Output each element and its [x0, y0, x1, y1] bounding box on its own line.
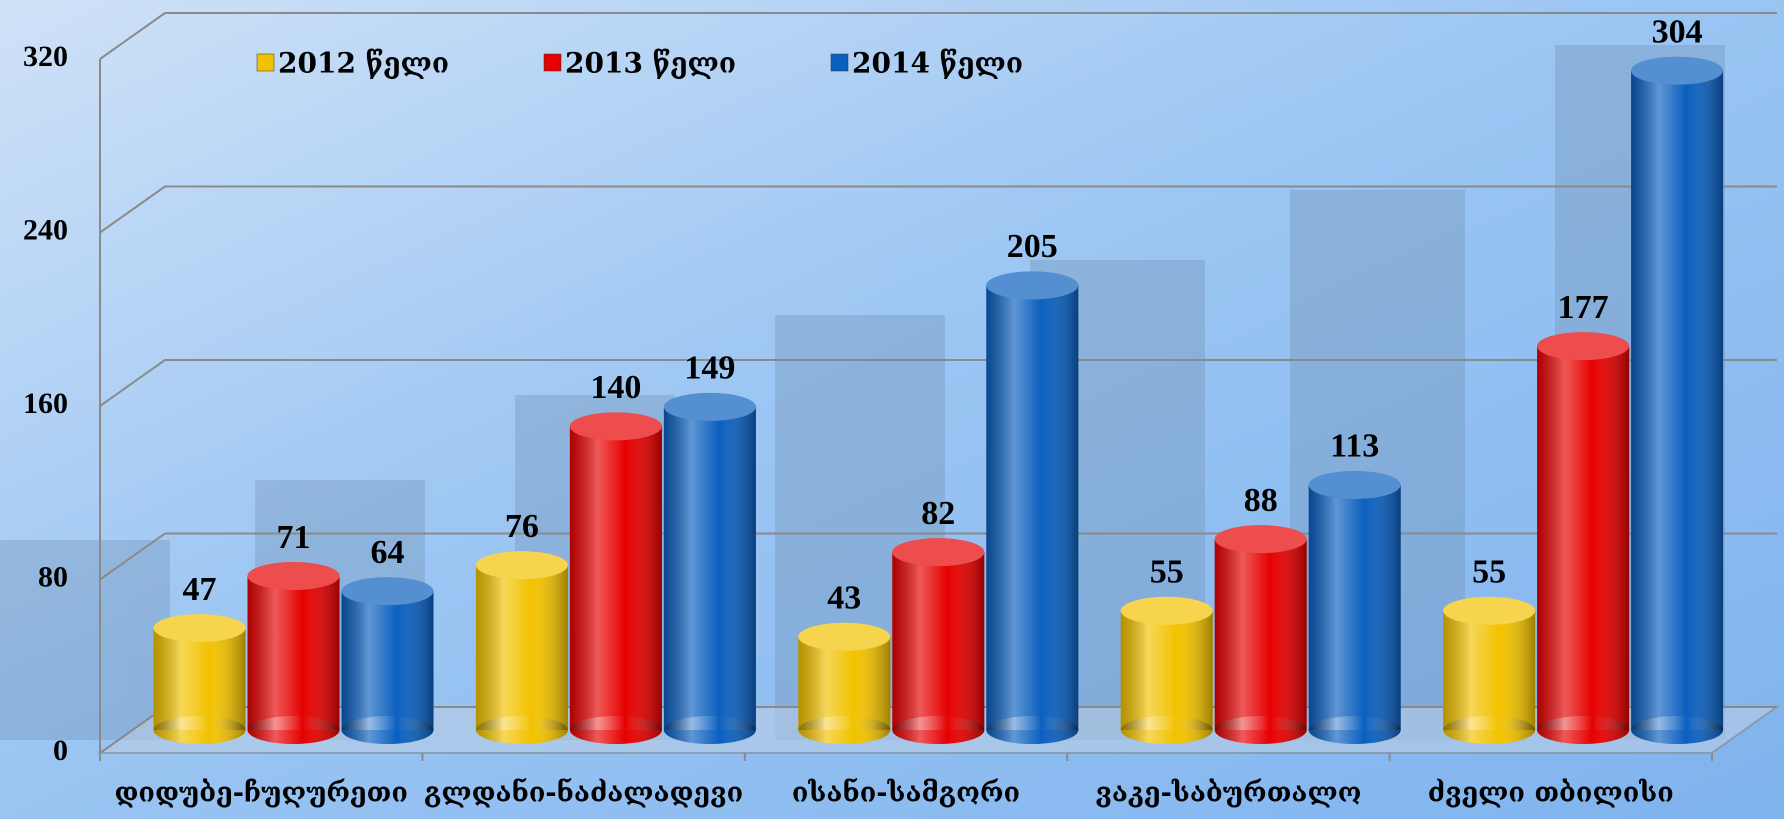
- bar-bottom-shade: [798, 716, 890, 744]
- bar-top-shine: [570, 412, 662, 440]
- bar: [1537, 332, 1629, 744]
- bar-bottom-shade: [476, 716, 568, 744]
- bar-top-shine: [342, 577, 434, 605]
- bar-bottom-shade: [1121, 716, 1213, 744]
- bar-bottom-shade: [1631, 716, 1723, 744]
- bar-shade: [1443, 611, 1535, 730]
- bar-bottom-shade: [1443, 716, 1535, 744]
- value-label: 43: [827, 580, 861, 617]
- bar-shade: [1631, 71, 1723, 730]
- bar-top-shine: [798, 623, 890, 651]
- bar: [1309, 471, 1401, 744]
- value-label: 88: [1244, 482, 1278, 519]
- bar: [986, 271, 1078, 744]
- bar: [476, 551, 568, 744]
- legend-label: 2013 წელი: [565, 47, 736, 80]
- x-tick-label: გლდანი-ნაძალადევი: [424, 778, 743, 809]
- bar-top-shine: [1443, 597, 1535, 625]
- bar-bottom-shade: [892, 716, 984, 744]
- bar-top-shine: [1215, 525, 1307, 553]
- bar-shade: [154, 628, 246, 730]
- bar: [1121, 597, 1213, 744]
- bar-top-shine: [1631, 57, 1723, 85]
- bar: [248, 562, 340, 744]
- bar-shade: [664, 407, 756, 730]
- bar-top-shine: [154, 614, 246, 642]
- x-tick-label: დიდუბე-ჩუღურეთი: [114, 778, 407, 809]
- value-label: 304: [1652, 13, 1703, 50]
- x-tick-label: ვაკე-საბურთალო: [1095, 778, 1361, 809]
- legend-label: 2014 წელი: [852, 47, 1023, 80]
- bar-bottom-shade: [1215, 716, 1307, 744]
- bar-bottom-shade: [248, 716, 340, 744]
- x-tick-label: ძველი თბილისი: [1428, 778, 1674, 809]
- bar-shade: [1309, 485, 1401, 730]
- legend-swatch: [831, 54, 848, 71]
- bar-top-shine: [892, 538, 984, 566]
- bar: [342, 577, 434, 744]
- bar: [1215, 525, 1307, 744]
- legend-swatch: [257, 54, 274, 71]
- bar-shade: [248, 576, 340, 730]
- value-label: 55: [1472, 554, 1506, 591]
- legend-swatch: [544, 54, 561, 71]
- bar-bottom-shade: [154, 716, 246, 744]
- y-tick-label: 320: [23, 40, 68, 73]
- bar-top-shine: [248, 562, 340, 590]
- bar-bottom-shade: [986, 716, 1078, 744]
- bar-shade: [570, 426, 662, 730]
- bar-shade: [476, 565, 568, 730]
- bar-bottom-shade: [342, 716, 434, 744]
- bar-bottom-shade: [570, 716, 662, 744]
- bar-top-shine: [476, 551, 568, 579]
- value-label: 177: [1558, 289, 1609, 326]
- y-tick-label: 80: [38, 560, 68, 593]
- bar-shade: [1121, 611, 1213, 730]
- value-label: 55: [1150, 554, 1184, 591]
- value-label: 47: [183, 571, 217, 608]
- bar: [154, 614, 246, 744]
- value-label: 140: [590, 369, 641, 406]
- bar-shade: [342, 591, 434, 730]
- bar: [1631, 57, 1723, 744]
- value-label: 205: [1007, 228, 1058, 265]
- bar-shade: [1215, 539, 1307, 730]
- legend-label: 2012 წელი: [278, 47, 449, 80]
- value-label: 64: [371, 534, 405, 571]
- value-label: 76: [505, 508, 539, 545]
- bar-shade: [1537, 346, 1629, 730]
- value-label: 113: [1330, 428, 1379, 465]
- bar: [892, 538, 984, 744]
- x-tick-label: ისანი-სამგორი: [792, 778, 1020, 809]
- bar-bottom-shade: [664, 716, 756, 744]
- bar: [664, 393, 756, 744]
- chart: 0 80 160 240 320 დიდუბე-ჩუღურეთი 47 71 64 გლდანი-…: [0, 0, 1784, 819]
- bar: [570, 412, 662, 744]
- bar-shade: [986, 285, 1078, 730]
- bar-bottom-shade: [1537, 716, 1629, 744]
- bar-top-shine: [664, 393, 756, 421]
- y-tick-label: 160: [23, 387, 68, 420]
- y-tick-label: 240: [23, 213, 68, 246]
- bar: [798, 623, 890, 744]
- bar-bottom-shade: [1309, 716, 1401, 744]
- bar-top-shine: [1309, 471, 1401, 499]
- bar-top-shine: [986, 271, 1078, 299]
- bar-shade: [892, 552, 984, 730]
- value-label: 71: [277, 519, 311, 556]
- value-label: 149: [684, 350, 735, 387]
- value-label: 82: [921, 495, 955, 532]
- y-tick-label: 0: [53, 734, 68, 767]
- bar-top-shine: [1537, 332, 1629, 360]
- bar: [1443, 597, 1535, 744]
- bar-top-shine: [1121, 597, 1213, 625]
